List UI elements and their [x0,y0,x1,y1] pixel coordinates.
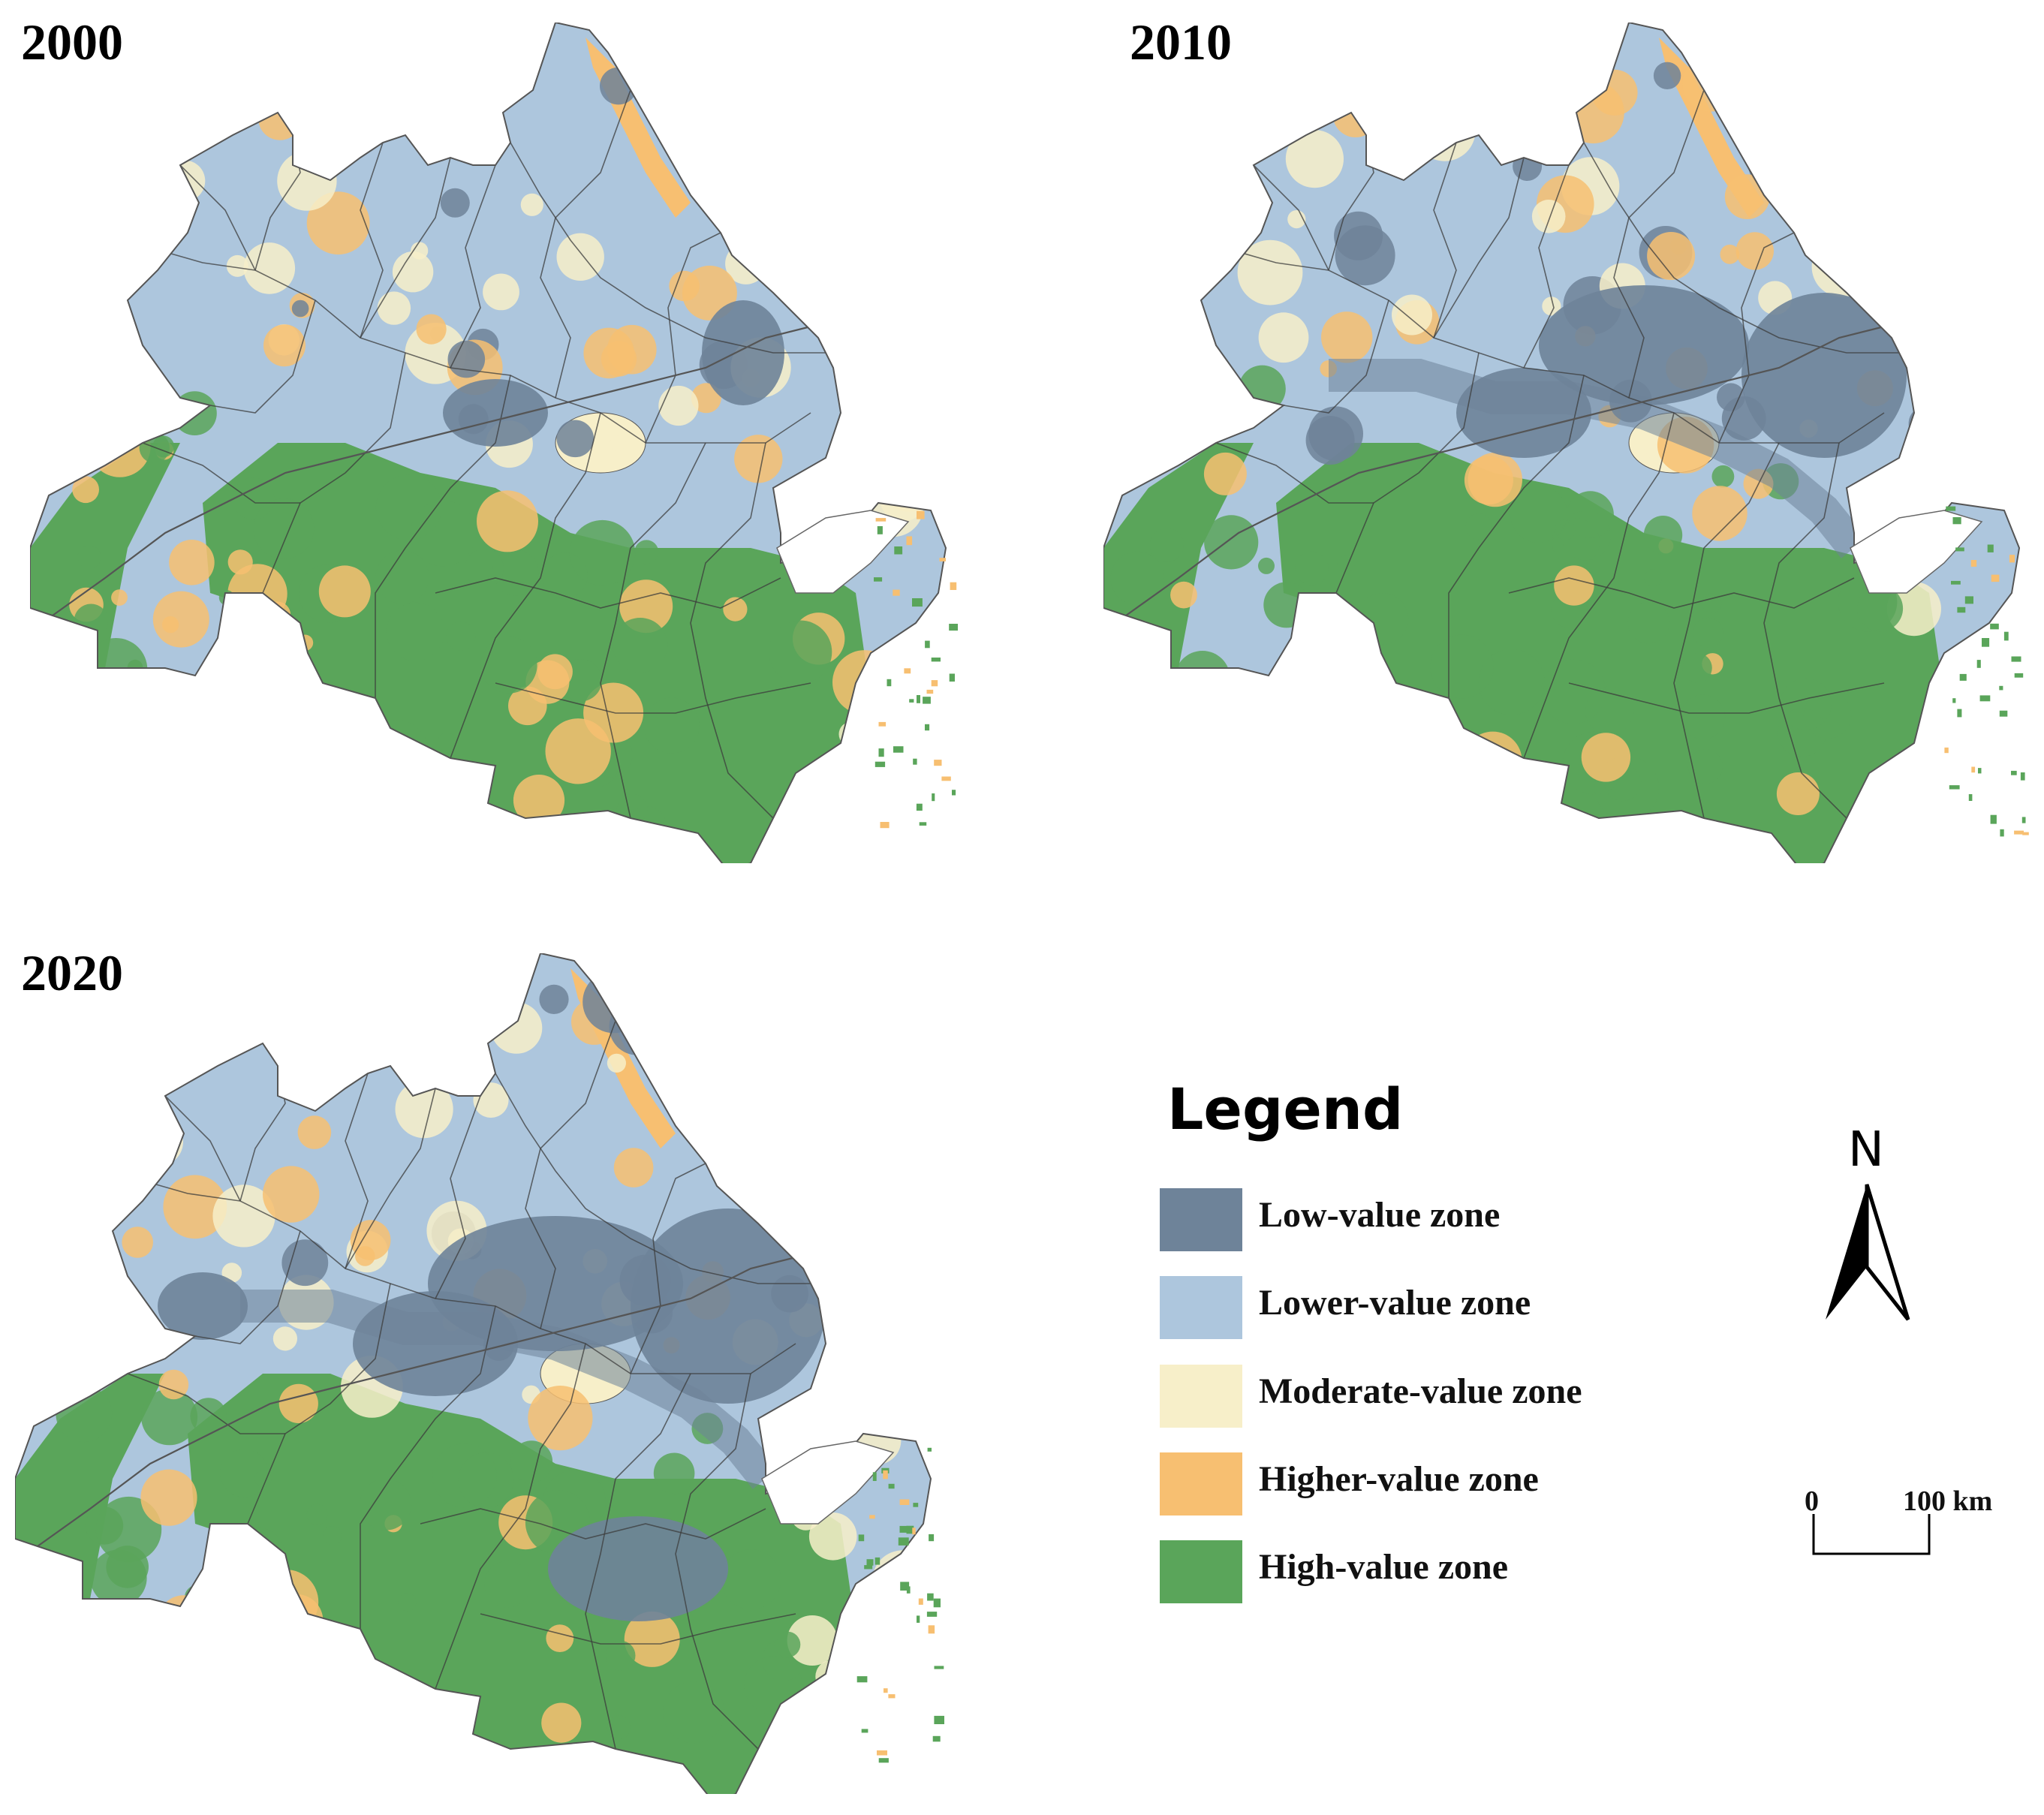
legend-label-high: High-value zone [1259,1547,1508,1587]
legend-label-low: Low-value zone [1259,1195,1501,1235]
legend-label-higher: Higher-value zone [1259,1459,1539,1499]
north-arrow-icon [1826,1184,1910,1321]
panel-title-2000: 2000 [21,14,123,71]
scale-bar-start: 0 [1805,1485,1819,1517]
map-2000 [30,23,958,863]
legend-label-moderate: Moderate-value zone [1259,1371,1582,1411]
map-2010 [1103,23,2029,863]
legend-title: Legend [1167,1076,1404,1142]
scale-bar [1812,1514,1931,1555]
panel-title-2020: 2020 [21,944,123,1001]
legend-swatch-moderate [1160,1365,1242,1428]
scale-bar-end: 100 km [1903,1485,1993,1517]
legend-swatch-lower [1160,1276,1242,1339]
north-arrow-label: N [1848,1122,1884,1178]
legend-swatch-low [1160,1188,1242,1251]
legend-label-lower: Lower-value zone [1259,1283,1531,1323]
panel-title-2010: 2010 [1130,14,1232,71]
legend-swatch-high [1160,1540,1242,1603]
legend-swatch-higher [1160,1452,1242,1516]
map-2020 [15,953,944,1794]
